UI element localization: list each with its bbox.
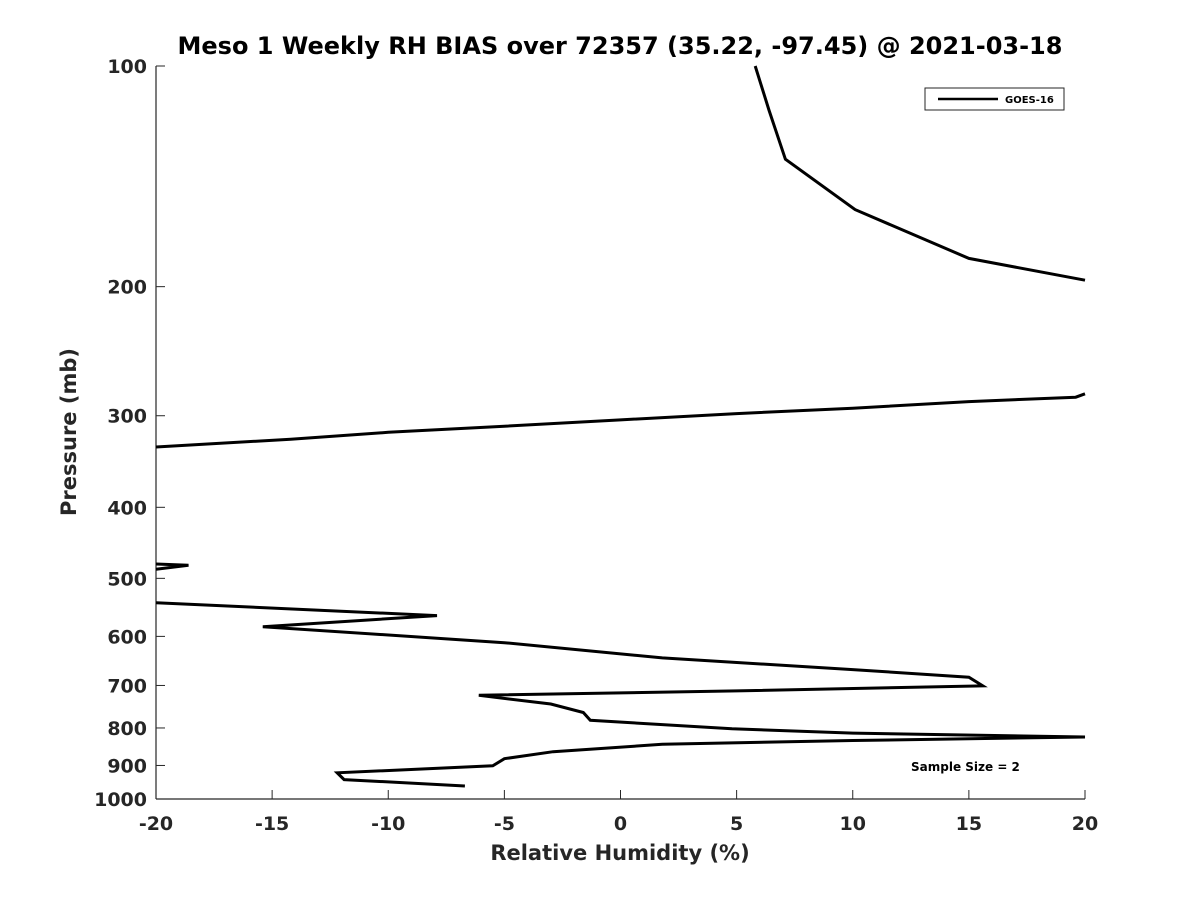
y-tick-label: 600	[107, 626, 147, 648]
y-tick-label: 100	[107, 56, 147, 78]
series-line-goes-16-segment-3	[155, 562, 189, 571]
y-tick-label: 1000	[94, 789, 147, 811]
y-tick-label: 200	[107, 277, 147, 299]
plot-area	[155, 65, 1086, 800]
x-tick-label: 15	[956, 813, 982, 835]
legend-label-goes-16: GOES-16	[1005, 95, 1054, 106]
y-axis-label: Pressure (mb)	[57, 348, 81, 516]
y-tick-label: 900	[107, 755, 147, 777]
y-tick-label: 800	[107, 718, 147, 740]
y-tick-label: 700	[107, 675, 147, 697]
sample-size-annotation: Sample Size = 2	[911, 760, 1020, 774]
series-layer	[155, 65, 1086, 788]
x-tick-label: 10	[840, 813, 866, 835]
series-line-goes-16-segment-1	[753, 65, 1086, 282]
series-line-goes-16-segment-4	[155, 601, 1086, 788]
x-tick-label: 0	[614, 813, 627, 835]
legend: GOES-16	[924, 87, 1065, 111]
y-axis-ticks: 100 200 300 400 500 600 700 800 900 1000	[94, 56, 165, 811]
x-tick-label: -10	[371, 813, 405, 835]
x-axis-label: Relative Humidity (%)	[490, 841, 749, 865]
x-tick-label: -5	[494, 813, 515, 835]
y-tick-label: 300	[107, 406, 147, 428]
x-tick-label: 5	[730, 813, 743, 835]
y-tick-label: 500	[107, 568, 147, 590]
series-line-goes-16-segment-2	[155, 392, 1086, 449]
x-axis-ticks: -20 -15 -10 -5 0 5 10 15 20	[139, 790, 1098, 835]
x-tick-label: -20	[139, 813, 173, 835]
y-tick-label: 400	[107, 497, 147, 519]
x-tick-label: 20	[1072, 813, 1098, 835]
x-tick-label: -15	[255, 813, 289, 835]
chart-title: Meso 1 Weekly RH BIAS over 72357 (35.22,…	[178, 32, 1063, 60]
